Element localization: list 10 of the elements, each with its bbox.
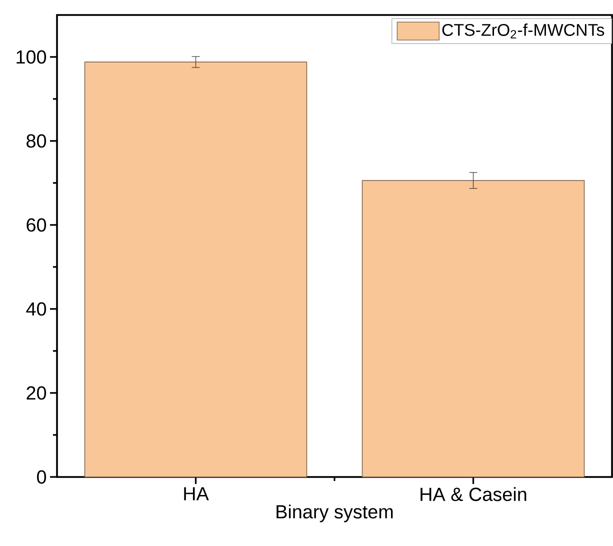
x-tick-label: HA & Casein [420, 487, 526, 502]
y-tick-label: 100 [16, 50, 46, 64]
y-tick-label: 20 [26, 386, 46, 400]
x-axis-title: Binary system [276, 504, 393, 522]
legend-label: CTS-ZrO$_{2}$-f-MWCNTs [442, 24, 604, 38]
y-tick-label: 0 [37, 470, 46, 484]
x-tick-label: HA [184, 487, 209, 500]
y-tick-label: 80 [26, 134, 46, 148]
y-tick-label: 40 [26, 302, 46, 316]
y-tick-label: 60 [26, 218, 46, 232]
